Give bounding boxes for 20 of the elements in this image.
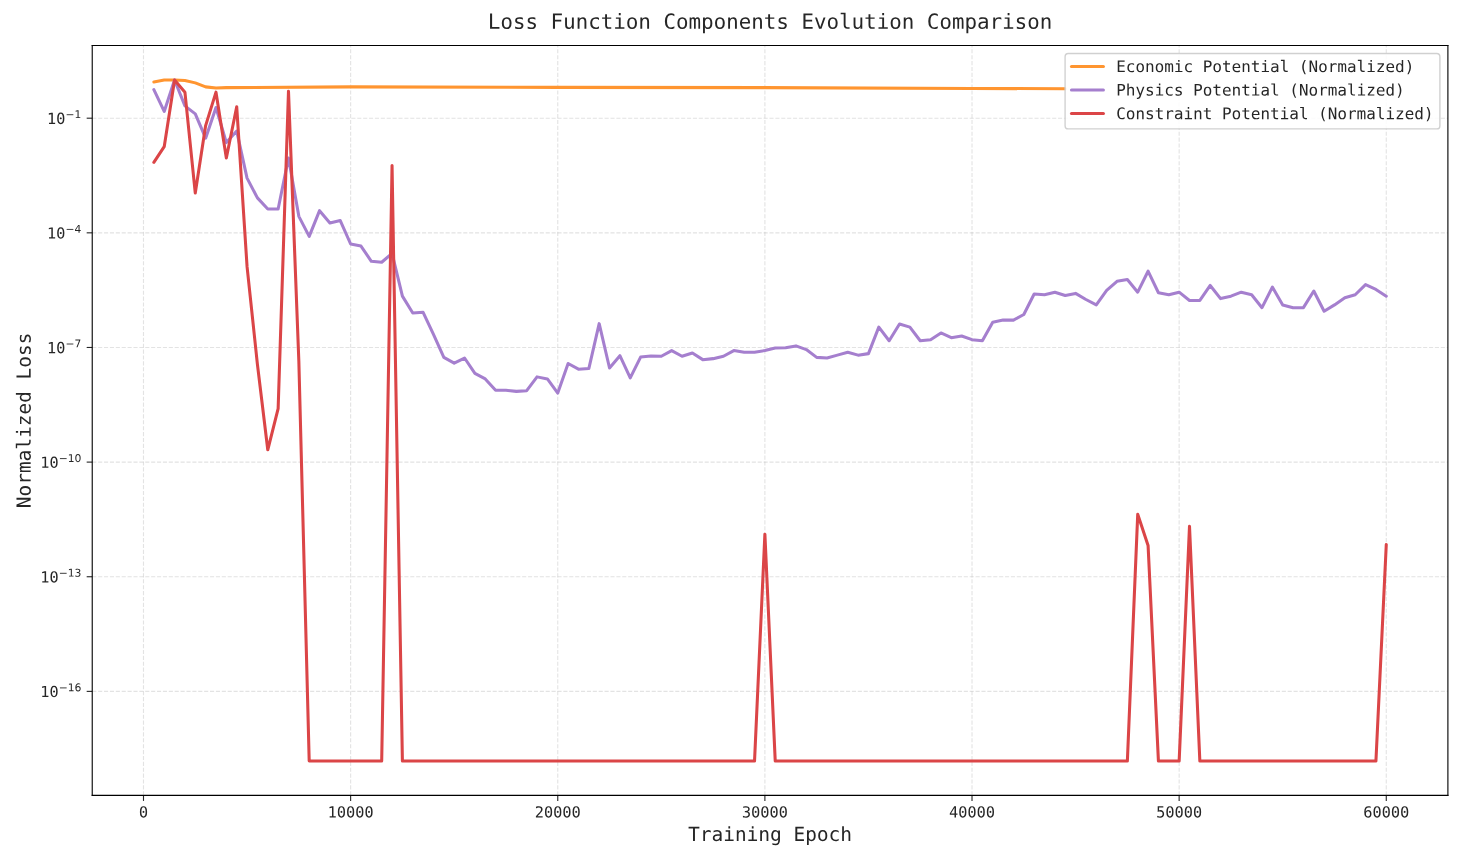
y-axis-title: Normalized Loss [15, 334, 31, 507]
y-tick-label: 10$^{−1}$ [48, 110, 81, 125]
line-series [152, 78, 1067, 91]
y-tick-label: 10$^{−10}$ [42, 454, 81, 469]
y-tick-label: 10$^{−7}$ [48, 339, 81, 354]
x-tick-label: 10000 [329, 806, 373, 818]
y-tick-label: 10$^{−4}$ [48, 224, 81, 239]
x-tick-label: 50000 [1157, 806, 1202, 818]
legend-label: Economic Potential (Normalized) [1117, 59, 1411, 75]
y-tick-label: 10$^{−16}$ [42, 683, 81, 698]
x-tick-label: 30000 [742, 806, 787, 818]
legend-label: Constraint Potential (Normalized) [1117, 106, 1431, 122]
y-tick-label: 10$^{−13}$ [42, 568, 81, 583]
chart-title: Loss Function Components Evolution Comparison [490, 12, 1051, 34]
x-tick-label: 0 [139, 806, 148, 818]
x-axis-title: Training Epoch [688, 826, 851, 846]
x-tick-label: 20000 [535, 806, 580, 818]
x-tick-label: 60000 [1364, 806, 1409, 818]
legend-label: Physics Potential (Normalized) [1117, 83, 1402, 99]
x-tick-label: 40000 [949, 806, 995, 818]
